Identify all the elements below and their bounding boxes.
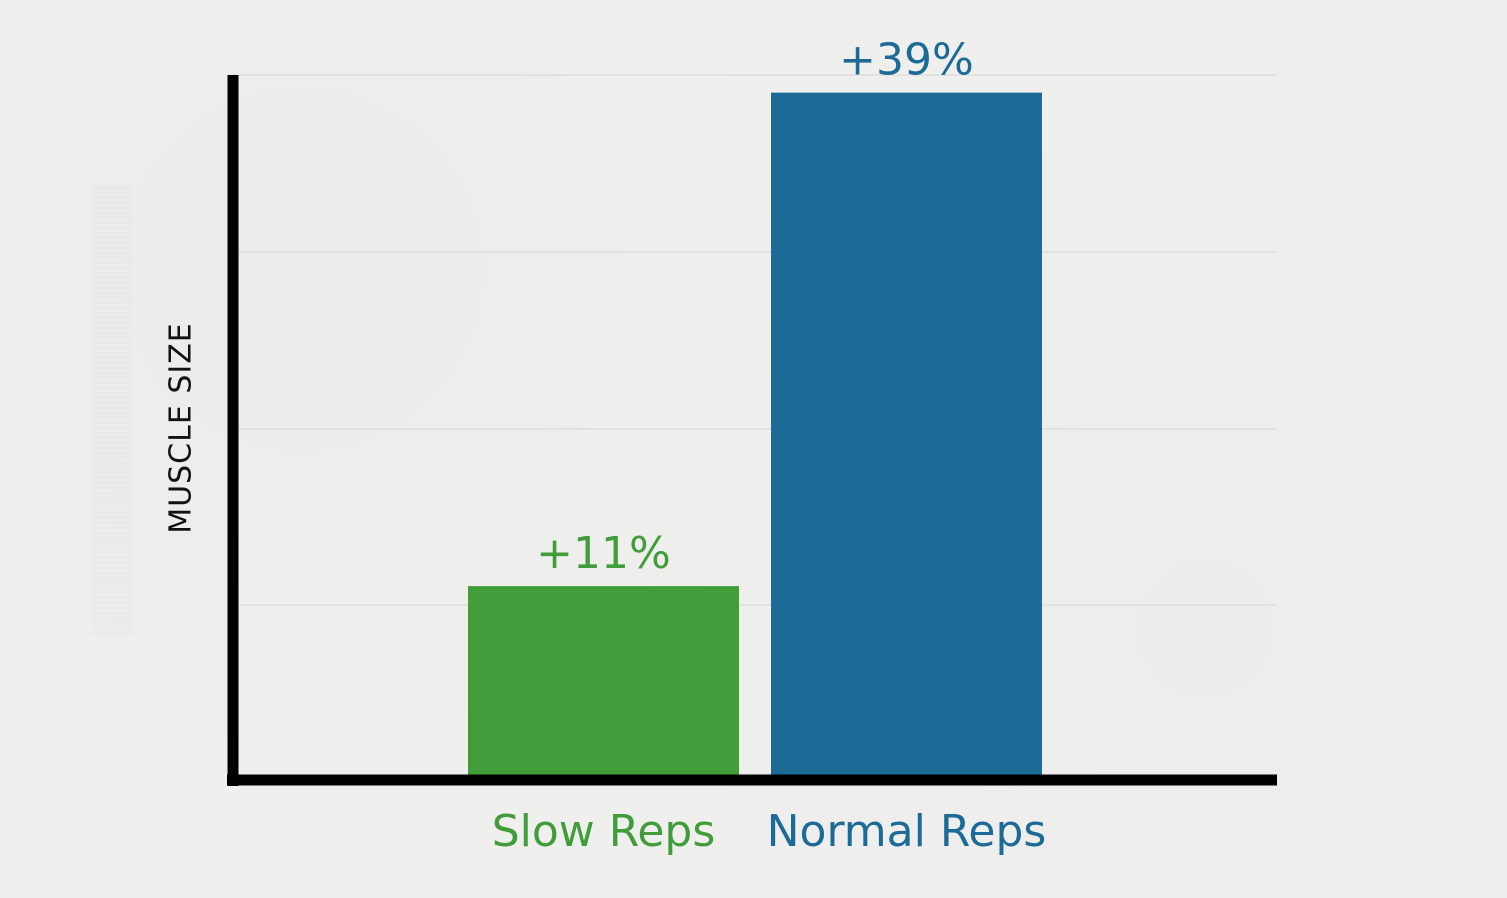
paper-texture-smudge — [92, 185, 132, 635]
data-label-normal-reps: +39% — [839, 35, 974, 86]
data-label-slow-reps: +11% — [536, 528, 671, 579]
bar-normal-reps — [771, 92, 1042, 776]
x-tick-label-slow-reps: Slow Reps — [492, 806, 716, 857]
x-tick-label-normal-reps: Normal Reps — [767, 806, 1047, 857]
bar-slow-reps — [468, 586, 739, 776]
